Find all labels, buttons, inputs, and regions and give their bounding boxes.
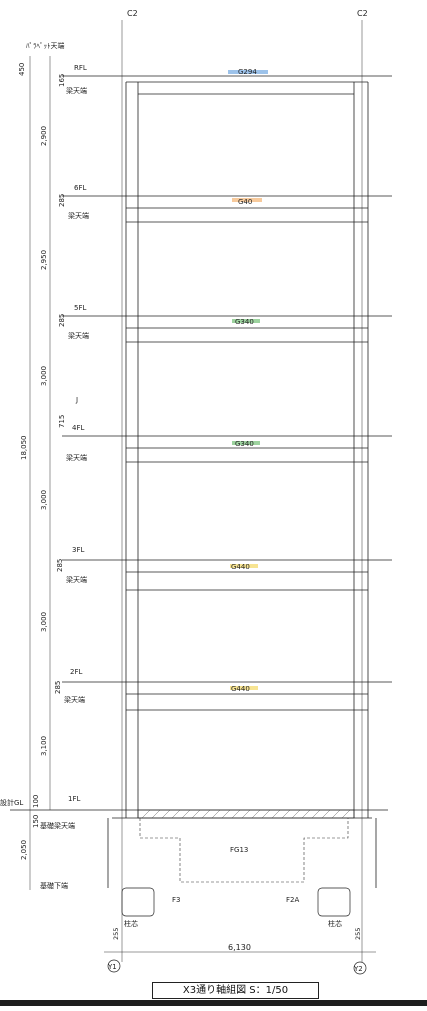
story-height-1fl: 2,050: [20, 840, 28, 860]
axis-label-y1: Y1: [107, 963, 117, 971]
bottom-bar: [0, 1000, 427, 1006]
floor-label-2fl: 2FL: [70, 668, 82, 676]
beam-marker-6fl: [232, 198, 262, 202]
edge-right: 255: [354, 928, 362, 940]
story-height-6fl: 2,950: [40, 250, 48, 270]
offset-1fl: 100: [32, 795, 40, 808]
beam-top-label-4fl: 梁天端: [66, 453, 87, 462]
floor-label-3fl: 3FL: [72, 546, 84, 554]
floor-label-4fl: 4FL: [72, 424, 84, 432]
beam-top-label-3fl: 梁天端: [66, 575, 87, 584]
floor-label-5fl: 5FL: [74, 304, 86, 312]
offset-3fl: 285: [56, 559, 64, 572]
beam-marker-3fl: [230, 564, 258, 568]
story-height-5fl: 3,000: [40, 366, 48, 386]
axis-bubble-y2: [353, 961, 367, 975]
offset-rfl: 165: [58, 74, 66, 87]
beam-top-label-5fl: 梁天端: [68, 331, 89, 340]
gl-offset: 150: [32, 815, 40, 828]
foundation-beam-top-label: 基礎梁天端: [40, 821, 75, 830]
story-height-3fl: 3,000: [40, 612, 48, 632]
beam-marker-rfl: [228, 70, 268, 74]
offset-6fl: 285: [58, 194, 66, 207]
offset-5fl: 285: [58, 314, 66, 327]
drawing-title: X3通り軸組図 S：1/50: [152, 982, 319, 999]
axis-label-y2: Y2: [353, 965, 363, 973]
beam-label-2fl: G440: [231, 685, 250, 693]
parapet-top-label: ﾊﾟﾗﾍﾟｯﾄ天端: [26, 41, 65, 50]
axis-label-c2-left: C2: [127, 9, 138, 18]
span-dimension: 255 255 6,130: [104, 928, 376, 953]
floor-label-6fl: 6FL: [74, 184, 86, 192]
beam-marker-5fl: [232, 319, 260, 323]
story-height-rfl: 2,900: [40, 126, 48, 146]
beam-top-label-6fl: 梁天端: [68, 211, 89, 220]
footing-right: [317, 887, 351, 917]
beam-label-6fl: G40: [238, 198, 252, 206]
floor-label-rfl: RFL: [74, 64, 87, 72]
beam-top-label-2fl: 梁天端: [64, 695, 85, 704]
offset-2fl: 285: [54, 681, 62, 694]
design-gl-label: 設計GL: [0, 798, 23, 807]
floor-name-labels: RFL 梁天端 6FL 梁天端 5FL 梁天端 4FL 梁天端 J 3FL 梁天…: [0, 41, 89, 890]
beam-marker-2fl: [230, 686, 258, 690]
axis-bubble-y1: [107, 959, 121, 973]
span-width: 6,130: [228, 943, 251, 952]
j-mark: J: [75, 396, 78, 404]
foundation: FG13 F3 F2A 柱芯 柱芯: [107, 818, 377, 928]
total-height: 18,050: [20, 436, 28, 461]
story-height-dims: 2,900 2,950 3,000 3,000 3,000 3,100 2,05…: [18, 56, 51, 890]
story-height-4fl: 3,000: [40, 490, 48, 510]
floor-levels: G294 G40 G340 G340 G440 G440: [10, 68, 392, 819]
parapet-height: 450: [18, 63, 26, 76]
beam-label-4fl: G340: [235, 440, 254, 448]
beam-label-3fl: G440: [231, 563, 250, 571]
foundation-beam-name: FG13: [230, 846, 248, 854]
beam-label-5fl: G340: [235, 318, 254, 326]
offset-4fl: 715: [58, 415, 66, 428]
footing-right-label: F2A: [286, 896, 299, 904]
beam-label-rfl: G294: [238, 68, 257, 76]
footing-left-label: F3: [172, 896, 180, 904]
foundation-bottom-label: 基礎下端: [40, 881, 68, 890]
column-center-left-label: 柱芯: [124, 919, 138, 928]
edge-left: 255: [112, 928, 120, 940]
beam-marker-4fl: [232, 441, 260, 445]
beam-top-label-rfl: 梁天端: [66, 86, 87, 95]
floor-label-1fl: 1FL: [68, 795, 80, 803]
column-center-right-label: 柱芯: [328, 919, 342, 928]
axis-label-c2-right: C2: [357, 9, 368, 18]
footing-left: [121, 887, 155, 917]
frame-columns: [125, 81, 369, 818]
level-offset-dims: 165 285 285 715 285 285 100: [32, 74, 66, 808]
story-height-2fl: 3,100: [40, 736, 48, 756]
